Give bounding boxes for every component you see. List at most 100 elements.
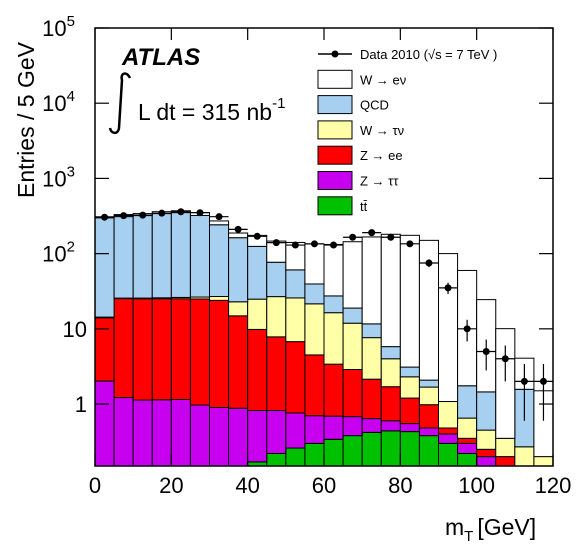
histogram-bar <box>266 410 287 454</box>
data-point <box>463 325 471 333</box>
x-axis-label: mT [GeV] <box>445 514 536 545</box>
y-axis-label: Entries / 5 GeV <box>13 41 39 198</box>
plot-area <box>95 208 553 466</box>
data-point <box>501 355 509 363</box>
histogram-bar <box>476 429 497 450</box>
legend-swatch <box>317 120 353 140</box>
histogram-bar <box>418 427 439 437</box>
histogram-bar <box>132 215 153 299</box>
lumi-text: L dt = 315 nb <box>138 99 272 125</box>
data-point <box>406 240 414 248</box>
data-point <box>196 209 204 217</box>
histogram-bar <box>495 437 516 458</box>
histogram-bar <box>304 303 325 356</box>
data-point <box>310 240 318 248</box>
lumi-sup: -1 <box>272 95 285 112</box>
histogram-bar <box>438 401 459 429</box>
histogram-bar <box>151 213 172 299</box>
histogram-bar <box>399 366 420 378</box>
data-point <box>120 212 128 220</box>
y-tick-label: 1 <box>75 392 87 417</box>
histogram-bar <box>380 346 401 360</box>
histogram-bar <box>399 423 420 433</box>
histogram-bar <box>247 410 268 463</box>
data-point <box>158 209 166 217</box>
histogram-bar <box>380 386 401 422</box>
histogram-bar <box>323 312 344 365</box>
histogram-bar <box>399 397 420 425</box>
histogram-bar <box>170 212 191 298</box>
histogram-bar <box>380 420 401 432</box>
histogram-bar <box>266 296 287 338</box>
histogram-bar <box>247 298 268 330</box>
histogram-bar <box>380 430 401 466</box>
histogram-bar <box>304 243 325 285</box>
data-point <box>272 239 280 247</box>
data-point <box>539 377 547 385</box>
histogram-bar <box>476 448 497 458</box>
histogram-bar <box>380 233 401 348</box>
histogram-bar <box>342 368 363 418</box>
data-point <box>139 211 147 219</box>
histogram-bar <box>209 224 230 298</box>
histogram-bar <box>95 217 115 318</box>
histogram-bar <box>113 298 134 399</box>
histogram-bar <box>399 431 420 466</box>
histogram-bar <box>361 236 382 325</box>
histogram-bar <box>228 301 249 317</box>
data-point <box>253 232 261 240</box>
histogram-bar <box>323 243 344 297</box>
data-point <box>368 229 376 237</box>
histogram-bar <box>514 465 535 466</box>
histogram-bar <box>266 452 287 466</box>
lumi-label: L dt = 315 nb-1 <box>138 95 285 125</box>
data-point <box>330 241 338 249</box>
legend-swatch <box>317 95 353 115</box>
y-tick-label: 102 <box>42 239 75 267</box>
histogram-bar <box>514 446 535 466</box>
histogram-bar <box>438 427 459 435</box>
y-tick-label-exp: 4 <box>67 88 75 105</box>
x-tick-label: 120 <box>535 473 572 498</box>
data-point <box>177 208 185 216</box>
y-tick-label-base: 10 <box>42 91 66 116</box>
y-tick-label: 104 <box>42 88 75 116</box>
y-tick-label: 105 <box>42 13 75 41</box>
histogram-bar <box>285 341 306 414</box>
legend-swatch <box>317 145 353 165</box>
histogram-bar <box>189 298 211 406</box>
legend-label: W → eν <box>360 72 406 87</box>
histogram-bar <box>95 317 115 382</box>
histogram-bar <box>247 245 268 300</box>
histogram-bar <box>399 376 420 399</box>
legend-marker <box>331 50 339 58</box>
histogram-bar <box>285 269 306 299</box>
histogram-bar <box>228 232 249 239</box>
histogram-bar <box>228 407 249 466</box>
data-point <box>215 213 223 221</box>
y-tick-label-base: 10 <box>42 166 66 191</box>
histogram-bar <box>228 315 249 409</box>
integral-sign <box>108 72 132 135</box>
data-point <box>349 233 357 241</box>
histogram-bar <box>113 216 134 299</box>
histogram-bar <box>189 214 211 298</box>
histogram-bar <box>476 391 497 431</box>
histogram-bar <box>361 431 382 466</box>
histogram-bar <box>209 220 230 226</box>
histogram-bar <box>533 456 553 466</box>
histogram-bar <box>209 299 230 408</box>
y-tick-label-exp: 3 <box>67 163 75 180</box>
legend-swatch <box>317 196 353 216</box>
histogram-bar <box>438 253 459 403</box>
histogram-bar <box>361 323 382 339</box>
x-tick-label: 80 <box>388 473 412 498</box>
legend-label: Z → ττ <box>360 174 399 189</box>
x-axis-label-unit: [GeV] <box>477 514 536 540</box>
experiment-label: ATLAS <box>121 44 200 71</box>
histogram-bar <box>285 412 306 449</box>
histogram-bar <box>132 399 153 466</box>
data-point <box>425 259 433 267</box>
y-tick-label-base: 10 <box>42 16 66 41</box>
